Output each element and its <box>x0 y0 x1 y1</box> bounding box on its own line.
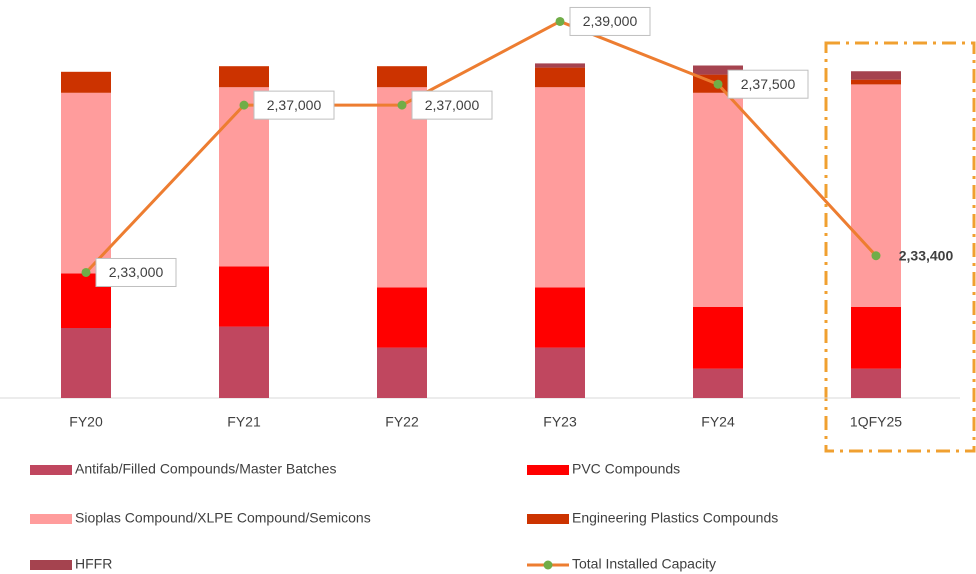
data-label: 2,37,000 <box>425 97 480 113</box>
label-box <box>569 6 651 36</box>
bar-segment <box>377 287 427 348</box>
x-tick-label: FY21 <box>227 414 261 430</box>
label-box <box>95 257 177 287</box>
label-box <box>727 69 809 99</box>
marker <box>397 100 407 110</box>
bar-segment <box>851 307 901 369</box>
x-tick-label: FY23 <box>543 414 577 430</box>
bar-segment <box>851 79 901 85</box>
legend-swatch <box>30 514 72 524</box>
legend-swatch <box>527 514 569 524</box>
bar-segment <box>219 266 269 327</box>
data-label: 2,37,000 <box>267 97 322 113</box>
legend-label: Antifab/Filled Compounds/Master Batches <box>75 461 336 477</box>
bar-segment <box>535 347 585 398</box>
x-tick-label: 1QFY25 <box>850 414 902 430</box>
bar-segment <box>693 307 743 369</box>
bar-segment <box>851 71 901 80</box>
bar-segment <box>219 326 269 398</box>
line <box>84 19 878 274</box>
bar-segment <box>219 66 269 88</box>
bar-segment <box>61 92 111 274</box>
bar-segment <box>377 66 427 88</box>
label-box <box>253 90 335 120</box>
bar-segment <box>377 87 427 288</box>
bar-segment <box>535 67 585 88</box>
label-box <box>411 90 493 120</box>
bar-segment <box>693 65 743 75</box>
data-label: 2,37,500 <box>741 76 796 92</box>
legend-label: Engineering Plastics Compounds <box>572 510 778 526</box>
legend-swatch <box>527 465 569 475</box>
x-tick-label: FY24 <box>701 414 735 430</box>
data-label: 2,33,000 <box>109 264 164 280</box>
bar-segment <box>535 287 585 348</box>
legend-swatch <box>30 560 72 570</box>
legend-label: PVC Compounds <box>572 461 680 477</box>
data-label: 2,33,400 <box>899 247 954 263</box>
x-tick-label: FY22 <box>385 414 419 430</box>
bar-segment <box>693 92 743 307</box>
highlight-box <box>824 41 976 453</box>
data-label: 2,39,000 <box>583 13 638 29</box>
legend-marker <box>543 560 553 570</box>
marker <box>239 100 249 110</box>
bar-segment <box>851 368 901 398</box>
marker <box>555 16 565 26</box>
legend-swatch <box>30 465 72 475</box>
bar-segment <box>693 368 743 398</box>
marker <box>871 251 881 261</box>
legend-label: Total Installed Capacity <box>572 556 716 572</box>
legend-label: Sioplas Compound/XLPE Compound/Semicons <box>75 510 371 526</box>
marker <box>713 79 723 89</box>
marker <box>81 267 91 277</box>
bar-segment <box>851 84 901 308</box>
bar-segment <box>535 87 585 288</box>
bar-segment <box>61 71 111 93</box>
bar-segment <box>377 347 427 398</box>
x-tick-label: FY20 <box>69 414 103 430</box>
legend-label: HFFR <box>75 556 112 572</box>
bar-segment <box>61 328 111 398</box>
bar-segment <box>535 63 585 68</box>
